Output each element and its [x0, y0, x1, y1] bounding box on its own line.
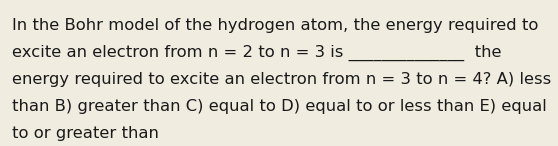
Text: to or greater than: to or greater than: [12, 126, 159, 141]
Text: energy required to excite an electron from n = 3 to n = 4? A) less: energy required to excite an electron fr…: [12, 72, 551, 87]
Text: excite an electron from n = 2 to n = 3 is ______________  the: excite an electron from n = 2 to n = 3 i…: [12, 45, 502, 61]
Text: than B) greater than C) equal to D) equal to or less than E) equal: than B) greater than C) equal to D) equa…: [12, 99, 547, 114]
Text: In the Bohr model of the hydrogen atom, the energy required to: In the Bohr model of the hydrogen atom, …: [12, 18, 538, 33]
